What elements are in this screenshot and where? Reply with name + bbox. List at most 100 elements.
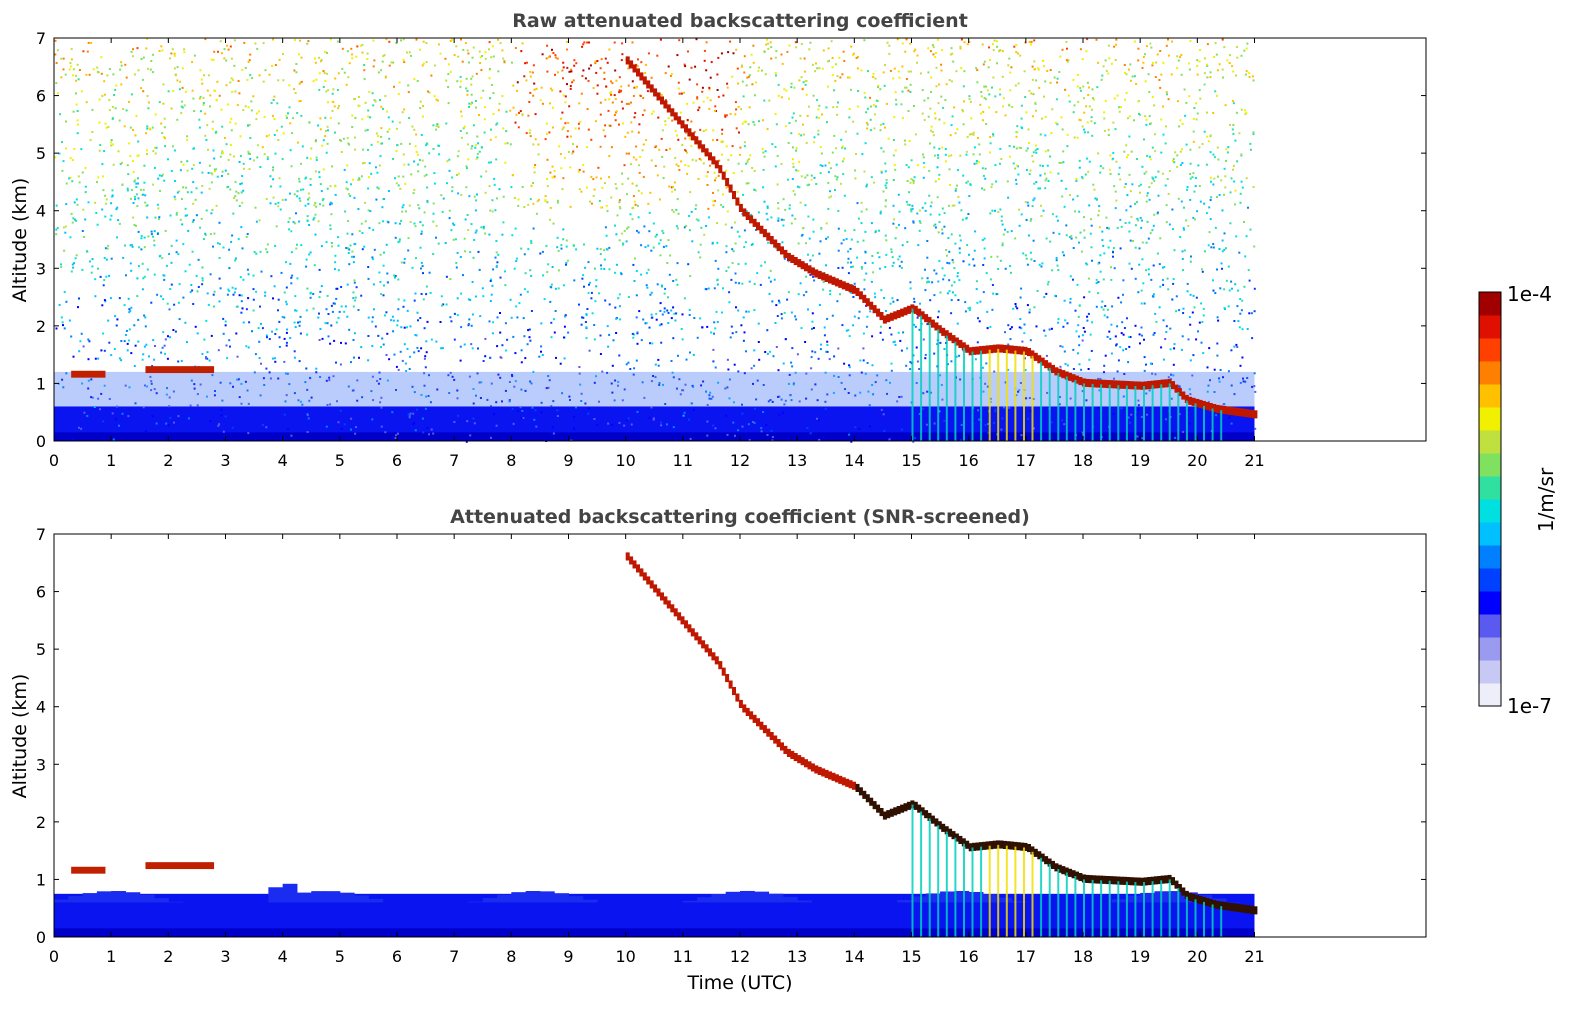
cloud-segment <box>1095 875 1100 884</box>
cloud-segment <box>951 335 956 344</box>
boundary-layer-patch <box>740 890 755 903</box>
cloud-segment <box>1013 345 1018 354</box>
raw-y-axis-label: Altitude (km) <box>9 178 31 303</box>
cloud-segment <box>749 215 754 224</box>
cloud-segment <box>845 282 850 291</box>
cloud-segment <box>1225 406 1230 415</box>
cloud-segment <box>968 843 973 852</box>
cloud-segment <box>1112 876 1117 885</box>
cloud-segment <box>982 841 987 850</box>
cloud-segment <box>824 273 829 282</box>
precipitation-streak <box>1117 385 1120 441</box>
cloud-segment <box>1174 880 1179 889</box>
cloud-segment <box>917 804 922 813</box>
cloud-segment <box>810 267 815 276</box>
cloud-segment <box>1054 367 1059 376</box>
boundary-layer-patch <box>1125 895 1141 903</box>
precipitation-streak <box>1100 384 1103 441</box>
x-tick-label: 11 <box>673 451 693 470</box>
cloud-segment <box>721 667 726 676</box>
cloud-segment <box>924 314 929 323</box>
colorbar-swatch <box>1479 637 1501 661</box>
cloud-segment <box>1133 381 1138 390</box>
descending-cloud-band <box>625 552 1258 937</box>
boundary-layer-patch <box>339 892 355 903</box>
raw-backscatter-field <box>54 38 1258 443</box>
cloud-segment <box>1092 379 1097 388</box>
precipitation-streak <box>1117 881 1120 937</box>
cloud-segment <box>1057 864 1062 873</box>
cloud-segment <box>814 269 819 278</box>
cloud-segment <box>896 806 901 815</box>
precipitation-streak <box>1005 845 1008 937</box>
cloud-segment <box>1167 874 1172 883</box>
x-tick-label: 8 <box>506 947 516 966</box>
y-tick-label: 2 <box>36 317 46 336</box>
low-cloud <box>71 866 106 874</box>
boundary-layer-patch <box>697 897 712 903</box>
cloud-segment <box>745 707 750 716</box>
x-tick-label: 15 <box>901 947 921 966</box>
cloud-segment <box>1040 853 1045 862</box>
cloud-segment <box>1085 378 1090 387</box>
boundary-layer-patch <box>539 891 555 903</box>
precipitation-streak <box>1143 882 1145 937</box>
cloud-segment <box>979 346 983 355</box>
cloud-segment <box>1215 900 1220 909</box>
cloud-segment <box>882 315 887 324</box>
boundary-layer-patch <box>354 895 369 903</box>
cloud-segment <box>828 771 832 780</box>
aerosol-haze <box>54 371 1255 407</box>
precipitation-streak <box>1074 876 1077 937</box>
cloud-segment <box>725 674 730 683</box>
cloud-segment <box>821 768 826 777</box>
x-tick-label: 14 <box>844 947 864 966</box>
cloud-segment <box>941 327 946 336</box>
cloud-segment <box>944 826 949 835</box>
cloud-segment <box>930 319 935 328</box>
cloud-segment <box>1184 394 1189 403</box>
precipitation-streak <box>920 811 923 937</box>
cloud-segment <box>797 259 802 268</box>
cloud-segment <box>1071 870 1076 879</box>
colorbar-unit-label: 1/m/sr <box>1534 467 1558 532</box>
cloud-segment <box>893 807 898 816</box>
precipitation-streak <box>1031 355 1034 441</box>
cloud-segment <box>1037 355 1042 364</box>
cloud-segment <box>1153 380 1158 389</box>
boundary-layer-patch <box>582 899 598 903</box>
cloud-segment <box>804 759 808 768</box>
cloud-segment <box>954 833 959 842</box>
y-tick-label: 0 <box>36 432 46 451</box>
cloud-segment <box>1037 851 1042 860</box>
cloud-segment <box>1181 887 1186 896</box>
colorbar-swatch <box>1479 453 1501 477</box>
low-cloud <box>145 366 215 374</box>
cloud-segment <box>1095 379 1100 388</box>
cloud-segment <box>625 552 630 561</box>
precipitation-streak <box>1005 349 1008 441</box>
cloud-segment <box>759 225 764 234</box>
cloud-segment <box>1003 840 1007 849</box>
cloud-segment <box>814 765 819 774</box>
raw-backscatter-panel: Raw attenuated backscattering coefficien… <box>9 10 1427 470</box>
precipitation-streak <box>1211 904 1214 937</box>
cloud-segment <box>893 311 898 320</box>
precipitation-streak <box>928 818 931 937</box>
cloud-segment <box>879 808 884 817</box>
cloud-segment <box>1157 380 1162 389</box>
low-cloud <box>71 370 106 378</box>
boundary-layer-patch <box>997 897 1013 903</box>
cloud-segment <box>1009 841 1014 850</box>
cloud-segment <box>793 257 798 266</box>
x-tick-label: 11 <box>673 947 693 966</box>
cloud-segment <box>742 704 747 713</box>
cloud-segment <box>1123 380 1127 389</box>
cloud-segment <box>841 281 846 290</box>
cloud-segment <box>1081 378 1086 387</box>
cloud-segment <box>1119 380 1124 389</box>
boundary-layer-patch <box>268 887 284 903</box>
cloud-segment <box>680 120 685 129</box>
precipitation-streak <box>1083 879 1085 937</box>
